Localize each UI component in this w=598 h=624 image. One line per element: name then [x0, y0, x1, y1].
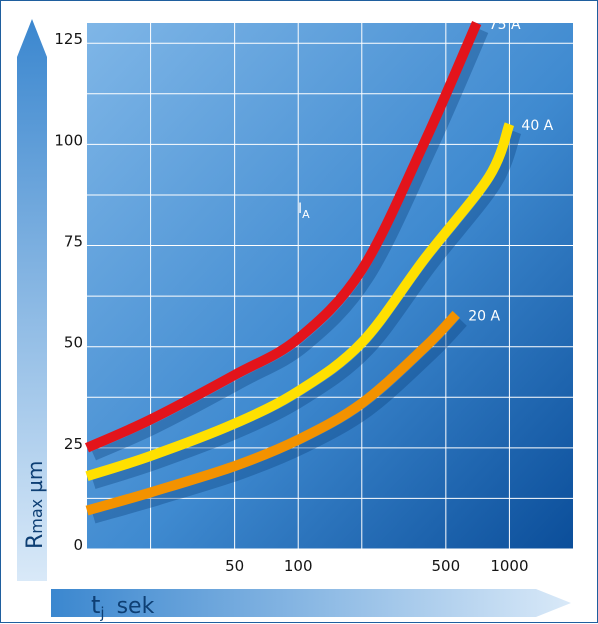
x-tick-labels: 50 100 500 1000 [225, 557, 528, 575]
y-axis-arrow [17, 19, 47, 581]
y-tick-label: 25 [64, 435, 83, 453]
series-end-label-40-a: 40 A [521, 118, 553, 134]
x-tick-label: 1000 [490, 557, 528, 575]
y-tick-label: 100 [54, 131, 83, 149]
series-end-label-75-a: 75 A [489, 17, 521, 33]
x-axis-arrow [51, 589, 571, 617]
series-lines [84, 20, 515, 516]
y-tick-label: 75 [64, 233, 83, 251]
series-line-20-a [85, 310, 460, 516]
y-axis-label: Rmaxµm [23, 461, 48, 549]
series-shadow-40-a [92, 130, 522, 489]
y-tick-label: 50 [64, 334, 83, 352]
grid-horizontal [87, 42, 573, 550]
series-line-40-a [85, 122, 515, 481]
grid-vertical [150, 23, 510, 549]
series-shadows [91, 28, 522, 524]
series-shadow-75-a [91, 28, 489, 461]
series-end-labels: 75 A 40 A 20 A [468, 17, 553, 324]
y-tick-label: 125 [54, 30, 83, 48]
series-label: IA [298, 201, 310, 221]
series-line-75-a [84, 20, 482, 453]
y-tick-label: 0 [73, 536, 83, 554]
x-tick-label: 50 [225, 557, 244, 575]
y-tick-labels: 0 25 50 75 100 125 [54, 30, 83, 554]
plot-area [87, 23, 573, 549]
x-axis-label: tj sek [91, 591, 155, 622]
x-tick-label: 500 [432, 557, 461, 575]
x-tick-label: 100 [284, 557, 313, 575]
series-shadow-20-a [92, 318, 467, 524]
series-end-label-20-a: 20 A [468, 308, 500, 324]
